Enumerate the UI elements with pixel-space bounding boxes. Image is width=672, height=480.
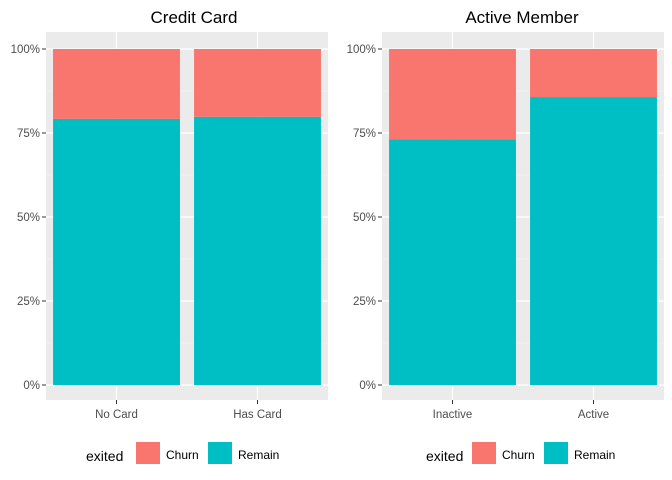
legend-label-remain: Remain	[574, 448, 615, 462]
legend-title: exited	[86, 448, 123, 464]
y-tick-label: 100%	[347, 44, 376, 56]
chart-credit-card: Credit Card 0% 25% 50% 75% 100% No Card Has C…	[11, 8, 328, 464]
y-axis: 0% 25% 50% 75% 100%	[11, 44, 46, 392]
legend-label-churn: Churn	[166, 448, 199, 462]
x-axis: No Card Has Card	[95, 400, 282, 421]
bars	[53, 49, 321, 385]
bar-churn-no-card	[53, 49, 180, 119]
x-tick-label: No Card	[95, 409, 138, 421]
y-tick-label: 0%	[23, 380, 40, 392]
legend: exited Churn Remain	[86, 442, 279, 464]
y-tick-label: 25%	[17, 296, 40, 308]
legend-key-remain	[208, 442, 232, 464]
x-axis: Inactive Active	[433, 400, 609, 421]
bars	[389, 49, 657, 385]
x-tick-label: Active	[578, 409, 609, 421]
y-tick-label: 75%	[17, 128, 40, 140]
legend-key-remain	[544, 442, 568, 464]
legend-title: exited	[426, 448, 463, 464]
bar-churn-has-card	[194, 49, 321, 117]
y-axis: 0% 25% 50% 75% 100%	[347, 44, 382, 392]
y-tick-label: 75%	[353, 128, 376, 140]
y-tick-label: 0%	[359, 380, 376, 392]
bar-remain-no-card	[53, 118, 180, 385]
bar-remain-active	[530, 97, 657, 385]
legend-label-churn: Churn	[502, 448, 535, 462]
chart-active-member: Active Member 0% 25% 50% 75% 100% Inactive Ac…	[347, 8, 664, 464]
y-tick-label: 25%	[353, 296, 376, 308]
bar-remain-has-card	[194, 116, 321, 385]
legend: exited Churn Remain	[426, 442, 615, 464]
bar-churn-inactive	[389, 49, 516, 140]
bar-remain-inactive	[389, 139, 516, 385]
bar-churn-active	[530, 49, 657, 98]
legend-key-churn	[472, 442, 496, 464]
x-tick-label: Has Card	[233, 409, 282, 421]
y-tick-label: 100%	[11, 44, 40, 56]
x-tick-label: Inactive	[433, 409, 473, 421]
legend-label-remain: Remain	[238, 448, 279, 462]
chart-title: Active Member	[465, 8, 579, 27]
y-tick-label: 50%	[17, 212, 40, 224]
y-tick-label: 50%	[353, 212, 376, 224]
chart-title: Credit Card	[151, 8, 238, 27]
legend-key-churn	[136, 442, 160, 464]
